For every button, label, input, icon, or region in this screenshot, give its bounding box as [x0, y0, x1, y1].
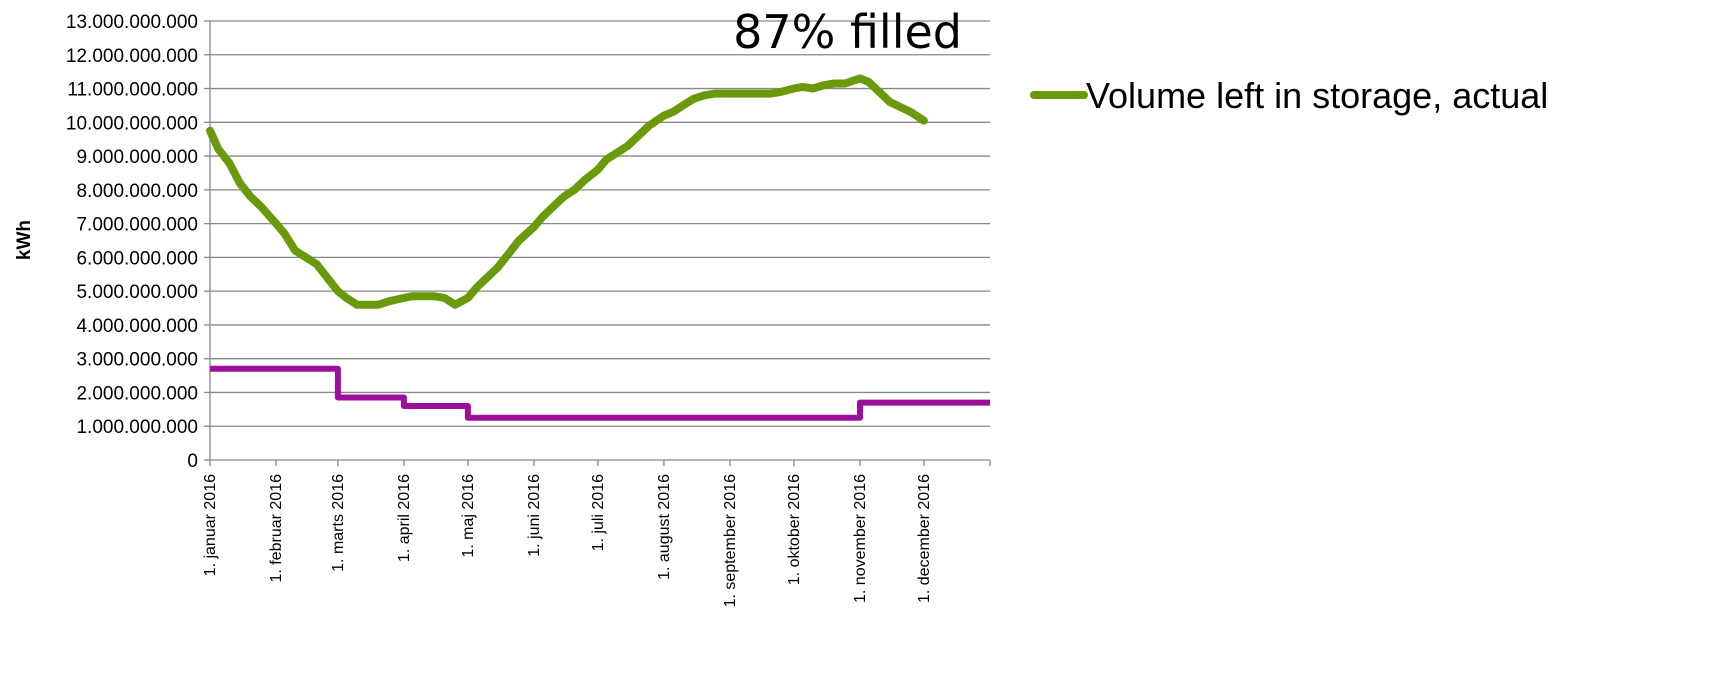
y-tick-label: 7.000.000.000	[76, 215, 198, 236]
x-tick-label: 1. december 2016	[916, 474, 933, 603]
y-tick-label: 2.000.000.000	[76, 383, 198, 404]
gridlines	[210, 20, 990, 427]
y-tick-label: 3.000.000.000	[76, 350, 198, 371]
legend-label: Volume left in storage, actual	[1086, 75, 1548, 116]
y-axis-ticks: 0 1.000.000.000 2.000.000.000 3.000.000.000…	[66, 12, 210, 472]
fill-annotation: 87% filled	[733, 5, 962, 59]
series-line-1	[206, 74, 928, 309]
y-tick-label: 8.000.000.000	[76, 181, 198, 202]
y-tick-label: 6.000.000.000	[76, 248, 198, 269]
x-tick-label: 1. maj 2016	[460, 474, 477, 558]
x-tick-label: 1. april 2016	[396, 474, 413, 562]
x-tick-label: 1. september 2016	[722, 474, 739, 608]
x-tick-label: 1. oktober 2016	[786, 474, 803, 585]
series-line-2	[210, 365, 990, 421]
x-tick-label: 1. marts 2016	[330, 474, 347, 572]
y-tick-label: 5.000.000.000	[76, 282, 198, 303]
y-tick-label: 9.000.000.000	[76, 147, 198, 168]
y-tick-label: 13.000.000.000	[66, 12, 198, 33]
x-tick-label: 1. august 2016	[656, 474, 673, 580]
x-axis-ticks: 1. januar 2016 1. februar 2016 1. marts 20…	[202, 460, 991, 608]
x-tick-label: 1. januar 2016	[202, 474, 219, 576]
y-tick-label: 4.000.000.000	[76, 316, 198, 337]
x-tick-label: 1. februar 2016	[268, 474, 285, 583]
y-tick-label: 10.000.000.000	[66, 113, 198, 134]
x-tick-label: 1. juli 2016	[590, 474, 607, 551]
y-tick-label: 11.000.000.000	[67, 80, 198, 101]
y-tick-label: 1.000.000.000	[76, 417, 198, 438]
y-tick-label: 12.000.000.000	[66, 46, 198, 67]
y-axis-label: kWh	[14, 220, 35, 260]
x-tick-label: 1. juni 2016	[526, 474, 543, 557]
legend: Volume left in storage, actual	[1030, 75, 1548, 116]
y-tick-label: 0	[187, 451, 198, 472]
series-group	[206, 74, 990, 421]
x-tick-label: 1. november 2016	[852, 474, 869, 603]
